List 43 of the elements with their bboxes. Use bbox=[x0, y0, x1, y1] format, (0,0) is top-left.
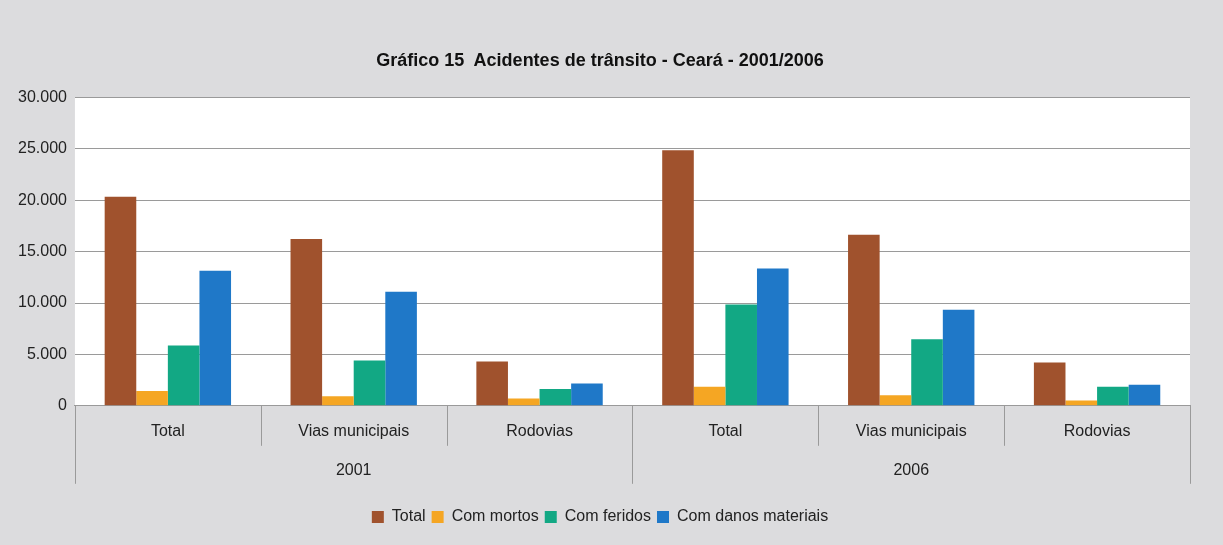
text: 2006 bbox=[893, 461, 930, 479]
y-tick-label: 10.000 bbox=[18, 293, 68, 311]
x-tick-label: Vias municipais bbox=[855, 421, 967, 439]
bar bbox=[385, 291, 417, 406]
bar bbox=[507, 398, 540, 406]
bar bbox=[199, 270, 232, 406]
bar bbox=[662, 150, 694, 406]
bar bbox=[725, 304, 757, 406]
chart-title: Gráfico 15 Acidentes de trânsito - Ceará - 2001/2006 bbox=[376, 49, 824, 70]
bar bbox=[136, 391, 168, 406]
bar bbox=[756, 268, 789, 406]
bar bbox=[290, 238, 323, 406]
bar bbox=[879, 395, 912, 406]
y-tick-label: 25.000 bbox=[18, 139, 68, 157]
bar bbox=[476, 361, 508, 406]
bar bbox=[942, 309, 975, 406]
bar bbox=[693, 386, 726, 406]
x-tick-label: Total bbox=[708, 421, 743, 439]
text: 2001 bbox=[335, 461, 372, 479]
bar bbox=[1033, 362, 1066, 406]
x-tick-label: Rodovias bbox=[1063, 421, 1131, 439]
legend-label: Total bbox=[391, 507, 426, 525]
legend-label: Com mortos bbox=[451, 507, 539, 525]
bar bbox=[911, 339, 943, 406]
bar bbox=[539, 388, 572, 406]
x-tick-label: Vias municipais bbox=[298, 421, 410, 439]
x-tick-label: Rodovias bbox=[506, 421, 573, 439]
bar bbox=[167, 345, 200, 406]
bar bbox=[848, 234, 880, 406]
bar bbox=[322, 396, 354, 406]
bar bbox=[353, 360, 386, 406]
bar bbox=[571, 383, 603, 406]
legend-label: Com danos materiais bbox=[677, 507, 829, 525]
bar bbox=[1128, 384, 1161, 406]
x-tick-label: Total bbox=[150, 421, 185, 439]
y-tick-label: 0 bbox=[58, 396, 68, 414]
legend-label: Com feridos bbox=[564, 507, 651, 525]
y-tick-label: 5.000 bbox=[26, 344, 68, 362]
bar bbox=[1097, 386, 1129, 406]
y-tick-label: 20.000 bbox=[18, 190, 68, 208]
y-tick-label: 15.000 bbox=[18, 242, 68, 260]
y-tick-label: 30.000 bbox=[18, 88, 68, 106]
bar bbox=[104, 196, 137, 406]
